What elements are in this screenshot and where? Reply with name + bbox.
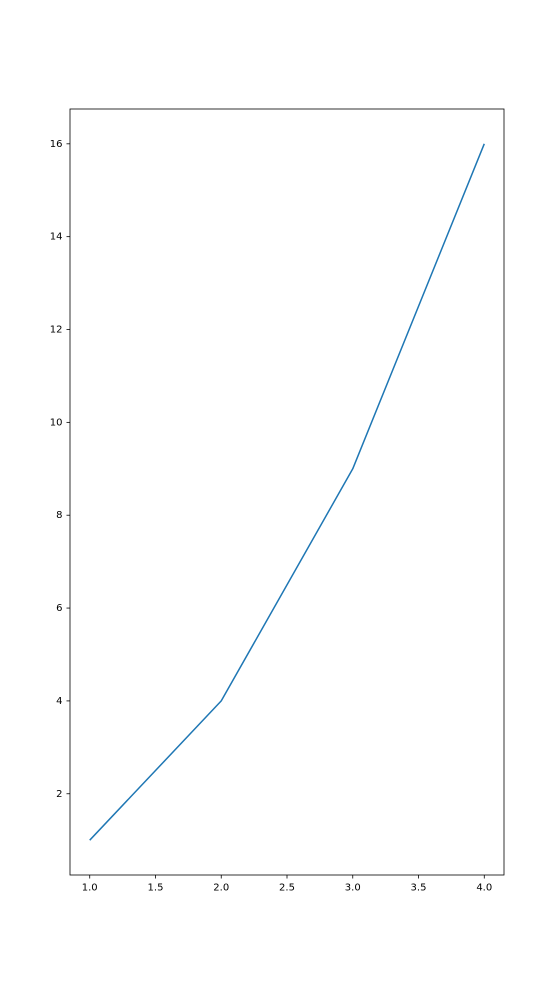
y-tick-label: 16 [50, 139, 63, 150]
chart-svg: 1.0 1.5 2.0 2.5 3.0 3.5 4.0 2 4 6 8 10 12 14 16 [0, 0, 560, 995]
y-tick-label: 14 [50, 232, 63, 243]
x-tick-label: 4.0 [476, 883, 492, 894]
y-tick-label: 12 [50, 325, 63, 336]
x-tick-label: 2.5 [279, 883, 295, 894]
y-tick-label: 8 [56, 510, 62, 521]
x-tick-label: 3.5 [411, 883, 427, 894]
x-tick-label: 3.0 [345, 883, 361, 894]
y-tick-label: 6 [56, 603, 62, 614]
chart-background [0, 0, 560, 995]
y-tick-label: 10 [50, 417, 63, 428]
y-tick-label: 4 [56, 696, 62, 707]
x-tick-label: 1.0 [82, 883, 98, 894]
y-tick-label: 2 [56, 789, 62, 800]
x-tick-label: 1.5 [148, 883, 164, 894]
line-chart: 1.0 1.5 2.0 2.5 3.0 3.5 4.0 2 4 6 8 10 12 14 16 [0, 0, 560, 995]
x-tick-label: 2.0 [213, 883, 229, 894]
